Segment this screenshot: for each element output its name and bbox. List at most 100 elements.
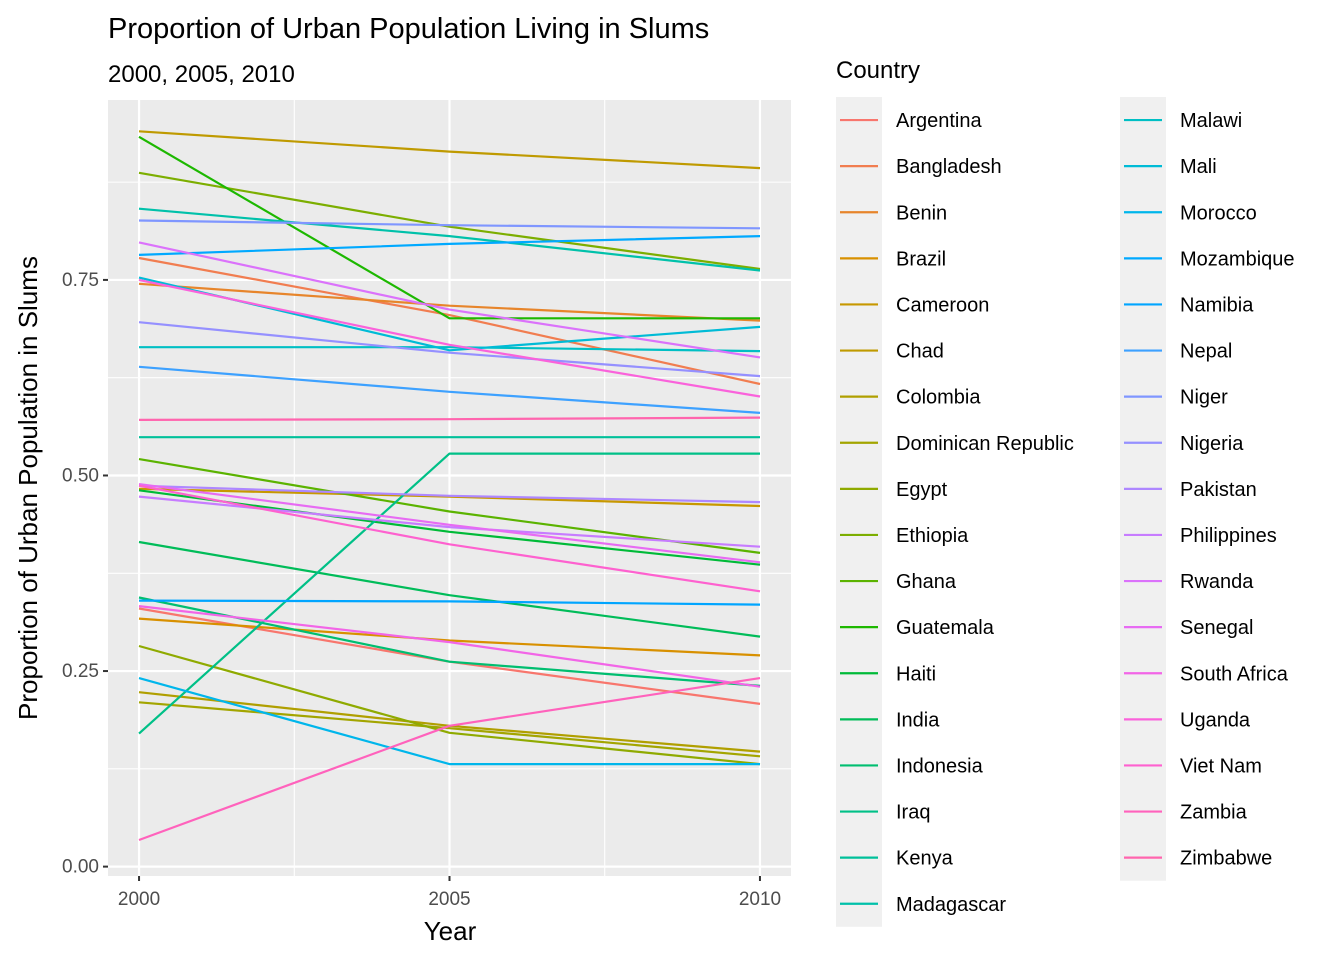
legend-label: Dominican Republic	[896, 433, 1074, 455]
y-axis: 0.00 0.25 0.50 0.75	[62, 270, 108, 878]
legend-label: Colombia	[896, 387, 981, 409]
series-line-zambia	[138, 677, 761, 842]
legend-label: Rwanda	[1180, 571, 1254, 593]
legend-item: Egypt	[840, 479, 948, 501]
legend-item: Mozambique	[1124, 248, 1295, 270]
series-line-rwanda	[138, 241, 761, 359]
legend-label: Haiti	[896, 663, 936, 685]
legend-item: Indonesia	[840, 755, 984, 777]
legend-item: Chad	[840, 341, 944, 363]
legend-item: Bangladesh	[840, 156, 1002, 178]
legend-item: Brazil	[840, 248, 946, 270]
legend-label: Nepal	[1180, 341, 1232, 363]
series-line-viet-nam	[138, 484, 761, 593]
legend-item: South Africa	[1124, 663, 1289, 685]
legend-label: Nigeria	[1180, 433, 1244, 455]
legend-item: Pakistan	[1124, 479, 1257, 501]
chart-subtitle: 2000, 2005, 2010	[108, 61, 295, 88]
x-tick-label: 2010	[739, 889, 781, 910]
series-line-uganda	[138, 278, 761, 398]
legend-item: Morocco	[1124, 202, 1257, 224]
legend-label: Brazil	[896, 248, 946, 270]
legend: Argentina Bangladesh Benin Brazil Cameroon Ch…	[836, 97, 1295, 927]
legend-item: Malawi	[1124, 110, 1242, 132]
legend-label: Madagascar	[896, 894, 1006, 916]
legend-label: Mozambique	[1180, 248, 1295, 270]
legend-label: India	[896, 709, 940, 731]
legend-item: Uganda	[1124, 709, 1251, 731]
legend-item: Benin	[840, 202, 947, 224]
legend-label: Guatemala	[896, 617, 995, 639]
series-line-ethiopia	[138, 171, 761, 271]
legend-label: Bangladesh	[896, 156, 1002, 178]
legend-item: Rwanda	[1124, 571, 1254, 593]
legend-label: Senegal	[1180, 617, 1253, 639]
series-line-malawi	[139, 346, 761, 353]
legend-label: Ghana	[896, 571, 957, 593]
legend-label: Niger	[1180, 387, 1228, 409]
series-line-senegal	[138, 483, 761, 564]
legend-item: Colombia	[840, 387, 981, 409]
legend-item: Nepal	[1124, 341, 1232, 363]
series-line-chad	[138, 130, 761, 170]
legend-item: Argentina	[840, 110, 982, 132]
legend-label: Argentina	[896, 110, 982, 132]
series-line-nepal	[138, 365, 761, 414]
legend-label: Philippines	[1180, 525, 1277, 547]
series-line-guatemala	[138, 135, 760, 320]
legend-label: Viet Nam	[1180, 755, 1262, 777]
x-tick-label: 2000	[118, 889, 160, 910]
series-line-nigeria	[138, 321, 761, 378]
y-tick-label: 0.00	[62, 857, 99, 878]
legend-label: Cameroon	[896, 294, 989, 316]
legend-item: Ethiopia	[840, 525, 969, 547]
legend-label: Egypt	[896, 479, 948, 501]
legend-label: South Africa	[1180, 663, 1289, 685]
series-line-dominican-republic	[138, 701, 761, 758]
x-tick-label: 2005	[428, 889, 470, 910]
series-line-egypt	[138, 644, 761, 766]
chart-title: Proportion of Urban Population Living in…	[108, 13, 709, 45]
legend-item: Philippines	[1124, 525, 1277, 547]
legend-label: Chad	[896, 341, 944, 363]
legend-item: Viet Nam	[1124, 755, 1262, 777]
legend-item: Zimbabwe	[1124, 848, 1272, 870]
series-line-mozambique	[138, 235, 761, 256]
legend-item: Dominican Republic	[840, 433, 1074, 455]
legend-item: Cameroon	[840, 294, 989, 316]
legend-item: India	[840, 709, 940, 731]
legend-item: Kenya	[840, 848, 954, 870]
legend-label: Indonesia	[896, 755, 984, 777]
y-axis-label: Proportion of Urban Population in Slums	[13, 256, 43, 720]
legend-item: Namibia	[1124, 294, 1254, 316]
legend-label: Benin	[896, 202, 947, 224]
series-line-niger	[138, 219, 761, 230]
legend-label: Zambia	[1180, 802, 1248, 824]
legend-title: Country	[836, 57, 920, 84]
legend-item: Mali	[1124, 156, 1217, 178]
series-line-philippines	[138, 495, 761, 548]
legend-label: Uganda	[1180, 709, 1251, 731]
legend-label: Kenya	[896, 848, 954, 870]
series-lines	[138, 130, 761, 842]
series-line-morocco	[138, 677, 760, 766]
series-line-zimbabwe	[138, 416, 761, 421]
series-line-bangladesh	[138, 256, 761, 386]
legend-item: Zambia	[1124, 802, 1248, 824]
legend-item: Senegal	[1124, 617, 1253, 639]
legend-item: Guatemala	[840, 617, 995, 639]
legend-label: Malawi	[1180, 110, 1242, 132]
series-line-india	[138, 540, 761, 638]
legend-label: Zimbabwe	[1180, 848, 1272, 870]
series-line-iraq	[138, 452, 760, 735]
x-axis-label: Year	[424, 916, 477, 946]
legend-item: Nigeria	[1124, 433, 1244, 455]
series-line-south-africa	[138, 605, 761, 688]
y-tick-label: 0.75	[62, 270, 99, 291]
legend-key-background	[836, 97, 882, 927]
y-tick-label: 0.50	[62, 465, 99, 486]
series-line-pakistan	[138, 484, 761, 504]
y-tick-label: 0.25	[62, 661, 99, 682]
legend-label: Namibia	[1180, 294, 1254, 316]
